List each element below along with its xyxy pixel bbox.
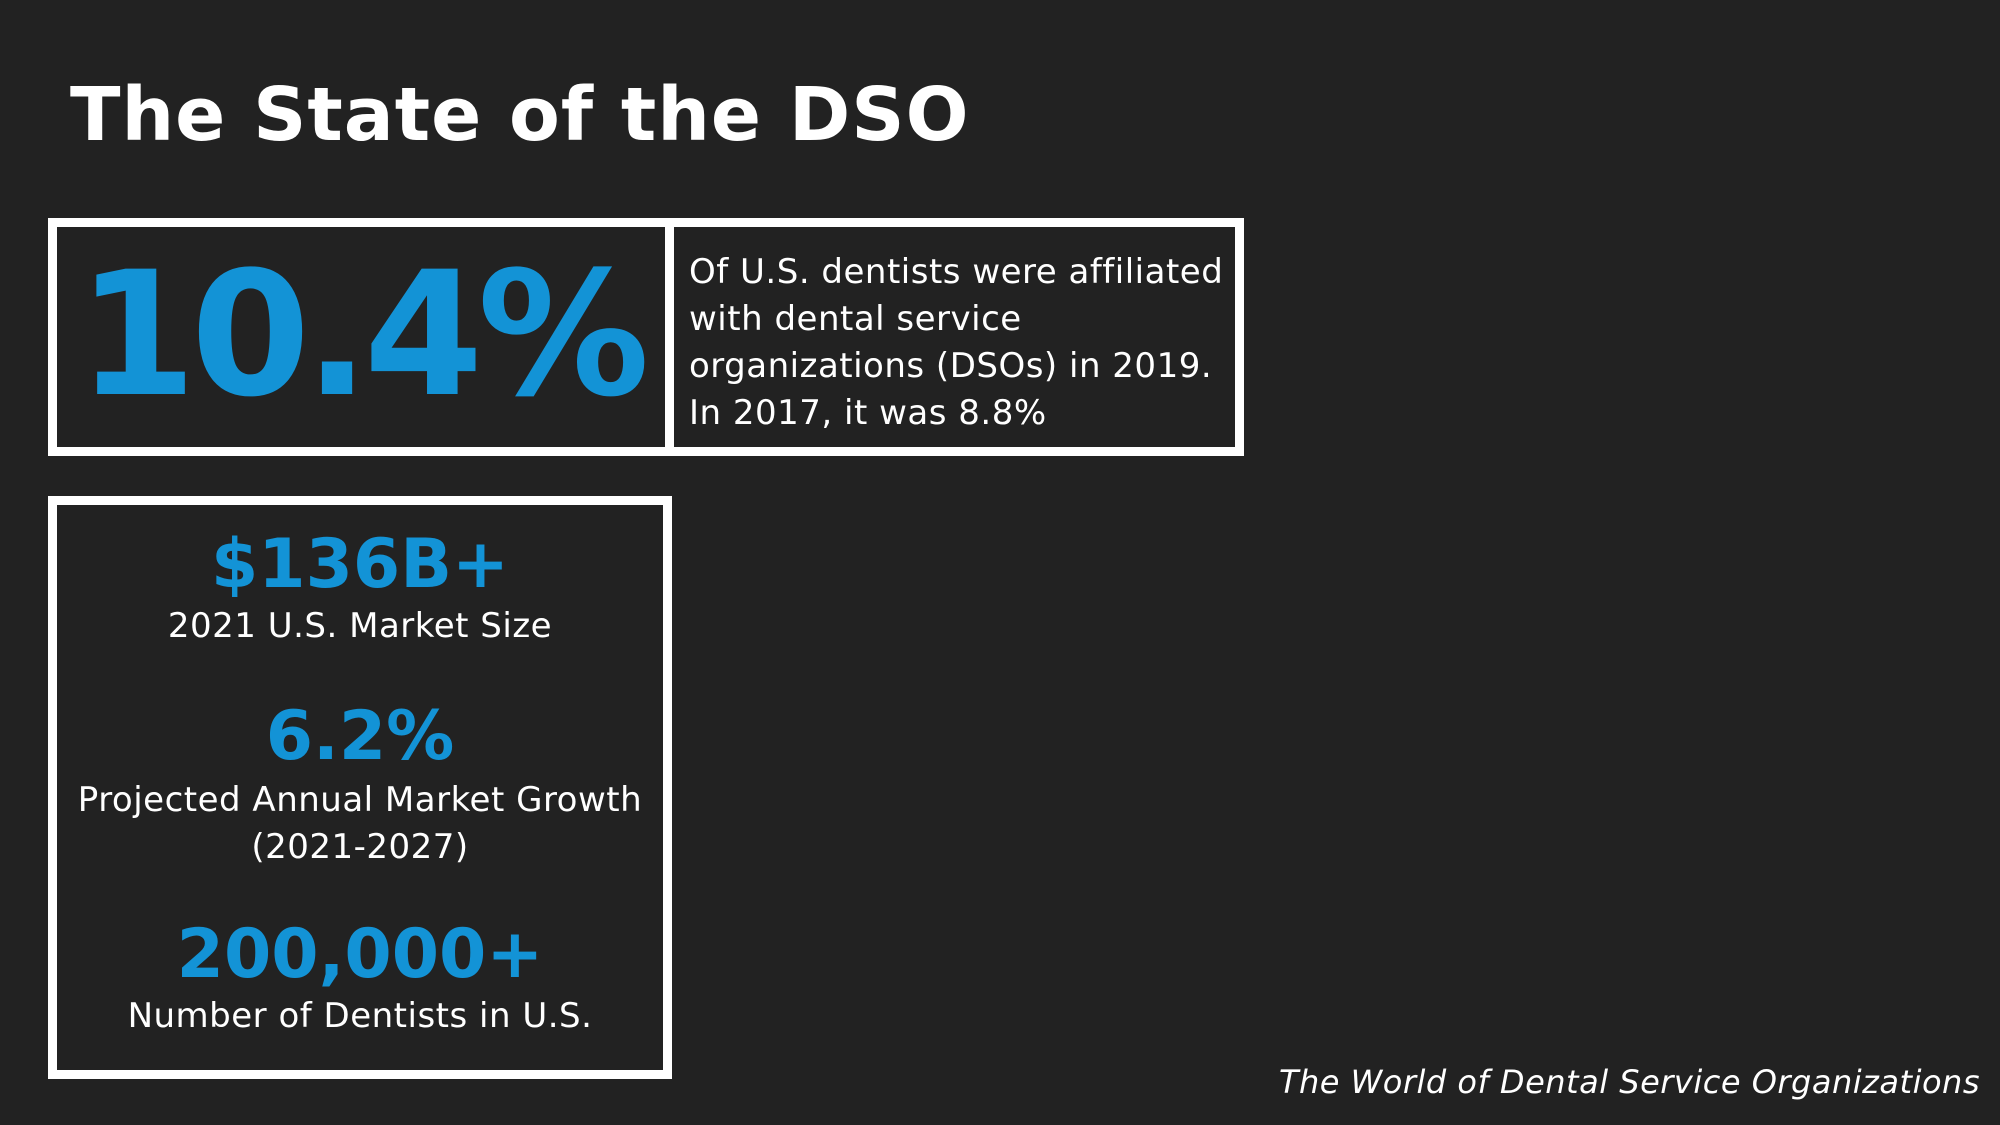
highlight-panel: 10.4% Of U.S. dentists were affiliated w… [48, 218, 1244, 456]
stats-panel: $136B+ 2021 U.S. Market Size 6.2% Projec… [48, 496, 672, 1079]
stat-label: Projected Annual Market Growth (2021-202… [77, 780, 643, 867]
footer-caption: The World of Dental Service Organization… [1278, 1063, 1980, 1101]
highlight-value: 10.4% [77, 234, 650, 435]
stat-label: 2021 U.S. Market Size [167, 606, 553, 646]
page-title: The State of the DSO [70, 72, 970, 158]
stat-value: 6.2% [265, 697, 455, 776]
stat-label: Number of Dentists in U.S. [127, 996, 593, 1036]
stat-value: 200,000+ [176, 915, 544, 994]
highlight-description: Of U.S. dentists were affiliated with de… [689, 252, 1224, 433]
stat-value: $136B+ [210, 525, 510, 604]
stat-market-growth: 6.2% Projected Annual Market Growth (202… [57, 703, 663, 871]
panel-divider [665, 227, 674, 447]
stat-market-size: $136B+ 2021 U.S. Market Size [57, 531, 663, 650]
stat-dentist-count: 200,000+ Number of Dentists in U.S. [57, 921, 663, 1040]
